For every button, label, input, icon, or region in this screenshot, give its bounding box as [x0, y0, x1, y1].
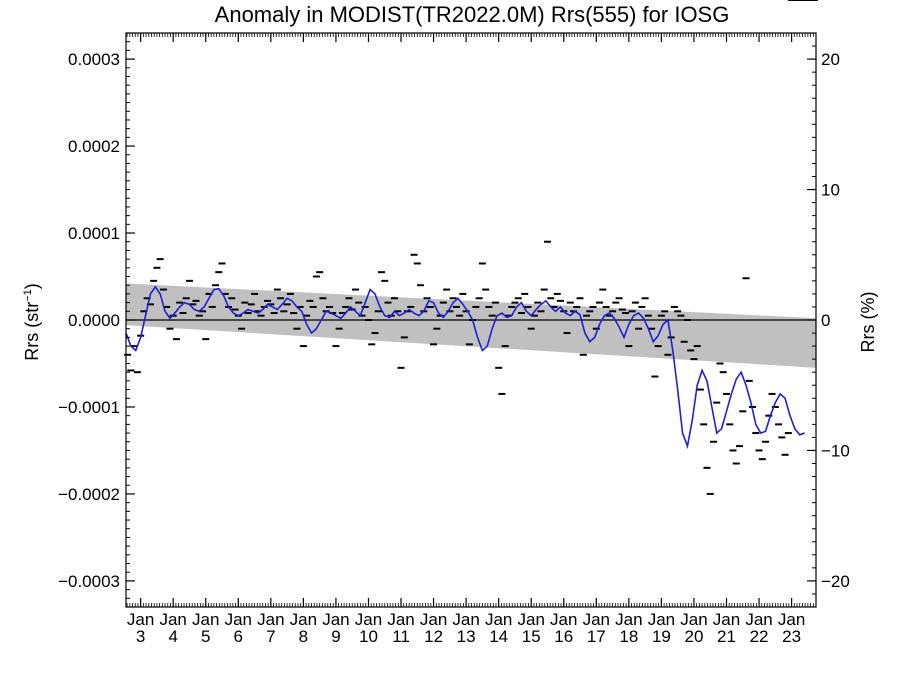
x-tick-year-label: 14 — [489, 627, 508, 646]
x-tick-month-label: Jan — [583, 610, 610, 629]
x-tick-month-label: Jan — [648, 610, 675, 629]
y-left-tick-label: 0.0002 — [68, 137, 120, 156]
x-tick-month-label: Jan — [615, 610, 642, 629]
y-left-tick-label: −0.0002 — [58, 485, 120, 504]
x-tick-month-label: Jan — [745, 610, 772, 629]
y-left-tick-label: 0.0003 — [68, 50, 120, 69]
y-right-tick-label: −20 — [821, 572, 850, 591]
x-tick-year-label: 7 — [266, 627, 275, 646]
x-tick-month-label: Jan — [778, 610, 805, 629]
y-right-tick-label: 0 — [821, 311, 830, 330]
x-tick-year-label: 13 — [457, 627, 476, 646]
x-tick-year-label: 21 — [717, 627, 736, 646]
trend-band — [126, 283, 816, 368]
y-axis-right-label: Rrs (%) — [858, 292, 878, 353]
x-tick-month-label: Jan — [225, 610, 252, 629]
x-tick-year-label: 16 — [554, 627, 573, 646]
y-axis-left-label-base: Rrs (str — [22, 302, 42, 361]
x-tick-year-label: 6 — [234, 627, 243, 646]
x-tick-month-label: Jan — [159, 610, 186, 629]
y-right-tick-label: 10 — [821, 181, 840, 200]
x-tick-year-label: 8 — [299, 627, 308, 646]
x-tick-year-label: 19 — [652, 627, 671, 646]
y-axis-left-label: Rrs (str−1) — [22, 283, 42, 361]
x-tick-month-label: Jan — [127, 610, 154, 629]
y-left-tick-label: 0.0000 — [68, 311, 120, 330]
x-tick-month-label: Jan — [192, 610, 219, 629]
x-tick-year-label: 15 — [522, 627, 541, 646]
y-left-tick-label: −0.0003 — [58, 572, 120, 591]
x-tick-year-label: 5 — [201, 627, 210, 646]
x-tick-month-label: Jan — [290, 610, 317, 629]
y-right-tick-label: −10 — [821, 441, 850, 460]
x-tick-year-label: 23 — [782, 627, 801, 646]
x-axis: Jan3Jan4Jan5Jan6Jan7Jan8Jan9Jan10Jan11Ja… — [126, 33, 817, 646]
smoothed-series-line — [125, 285, 805, 450]
x-tick-year-label: 11 — [392, 627, 410, 646]
x-tick-year-label: 22 — [750, 627, 769, 646]
x-tick-month-label: Jan — [485, 610, 512, 629]
y-left-tick-label: 0.0001 — [68, 224, 120, 243]
x-tick-year-label: 4 — [168, 627, 177, 646]
y-axis-left: 0.0003 0.0002 0.0001 0.0000 −0.0001 −0.0002 −0… — [58, 32, 135, 608]
chart-title: Anomaly in MODIST(TR2022.0M) Rrs(555) fo… — [215, 2, 730, 27]
x-tick-month-label: Jan — [420, 610, 447, 629]
x-tick-year-label: 20 — [684, 627, 703, 646]
y-axis-left-label-end: ) — [22, 283, 42, 289]
y-left-tick-label: −0.0001 — [58, 398, 120, 417]
x-tick-month-label: Jan — [355, 610, 382, 629]
monthly-anomaly-markers — [124, 0, 818, 495]
x-tick-month-label: Jan — [713, 610, 740, 629]
x-tick-month-label: Jan — [680, 610, 707, 629]
y-right-tick-label: 20 — [821, 50, 840, 69]
y-axis-left-label-sup: −1 — [22, 289, 34, 302]
x-tick-year-label: 18 — [619, 627, 638, 646]
x-tick-month-label: Jan — [387, 610, 414, 629]
y-axis-right: 20 10 0 −10 −20 — [807, 32, 850, 608]
x-tick-year-label: 9 — [331, 627, 340, 646]
x-tick-month-label: Jan — [518, 610, 545, 629]
x-tick-month-label: Jan — [452, 610, 479, 629]
x-tick-year-label: 12 — [424, 627, 443, 646]
plot-area — [124, 0, 818, 608]
x-tick-month-label: Jan — [550, 610, 577, 629]
x-tick-year-label: 3 — [136, 627, 145, 646]
x-tick-month-label: Jan — [322, 610, 349, 629]
x-tick-year-label: 10 — [359, 627, 378, 646]
x-tick-month-label: Jan — [257, 610, 284, 629]
x-tick-year-label: 17 — [587, 627, 606, 646]
